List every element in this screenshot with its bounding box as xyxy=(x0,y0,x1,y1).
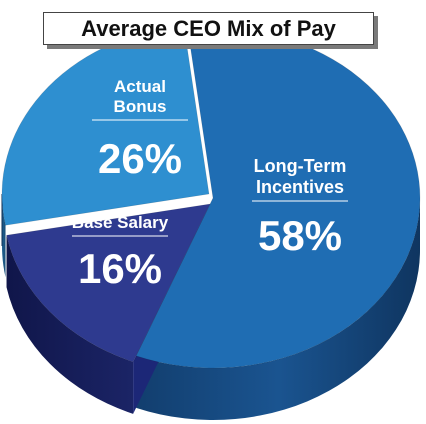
slice-label: Incentives xyxy=(256,177,344,197)
slice-label: Actual xyxy=(114,77,166,96)
pie-slice xyxy=(6,203,211,363)
slice-value-label: 58% xyxy=(258,212,342,259)
slice-label: Base Salary xyxy=(72,213,169,232)
pie-slice xyxy=(1,24,210,226)
slice-value-label: 16% xyxy=(78,245,162,292)
slice-label: Bonus xyxy=(114,97,167,116)
pie-slice-side xyxy=(136,198,420,420)
chart-title: Average CEO Mix of Pay xyxy=(43,12,374,45)
slice-label: Long-Term xyxy=(254,156,347,176)
pie-slice-side xyxy=(6,235,134,414)
pie-slice-side xyxy=(2,194,6,278)
slice-value-label: 26% xyxy=(98,135,182,182)
